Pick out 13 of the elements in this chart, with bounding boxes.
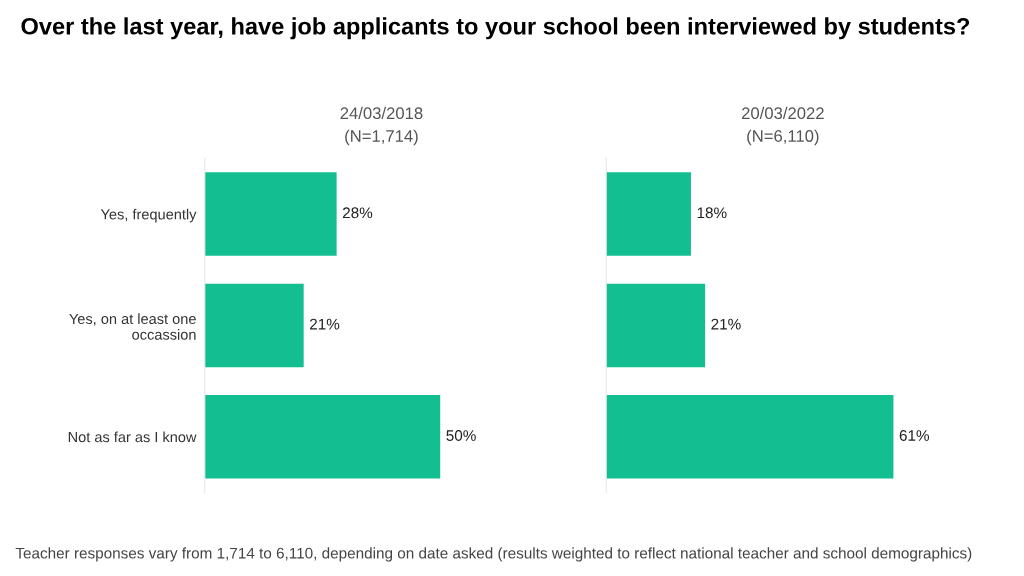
y-tick-label: Yes, on at least one occassion <box>69 313 196 340</box>
y-tick-label: Yes, frequently <box>100 208 197 223</box>
data-label: 18% <box>697 207 727 219</box>
chart-subtitle: 24/03/2018 (N=1,714) <box>340 106 423 146</box>
chart-subtitle: 20/03/2022 (N=6,110) <box>741 106 824 146</box>
data-label: 28% <box>342 207 373 219</box>
data-label: 50% <box>446 430 476 441</box>
text: Over the last year, have job applicants to your school been interviewed by students? <box>21 17 970 40</box>
text: Teacher responses vary from 1,714 to 6,110, depending on date asked (results weighted to reflect national teacher and school demographics) <box>15 547 972 562</box>
data-label: 21% <box>310 318 340 330</box>
y-tick-label: Not as far as I know <box>68 431 197 443</box>
data-label: 21% <box>711 318 741 330</box>
data-label: 61% <box>899 430 930 441</box>
